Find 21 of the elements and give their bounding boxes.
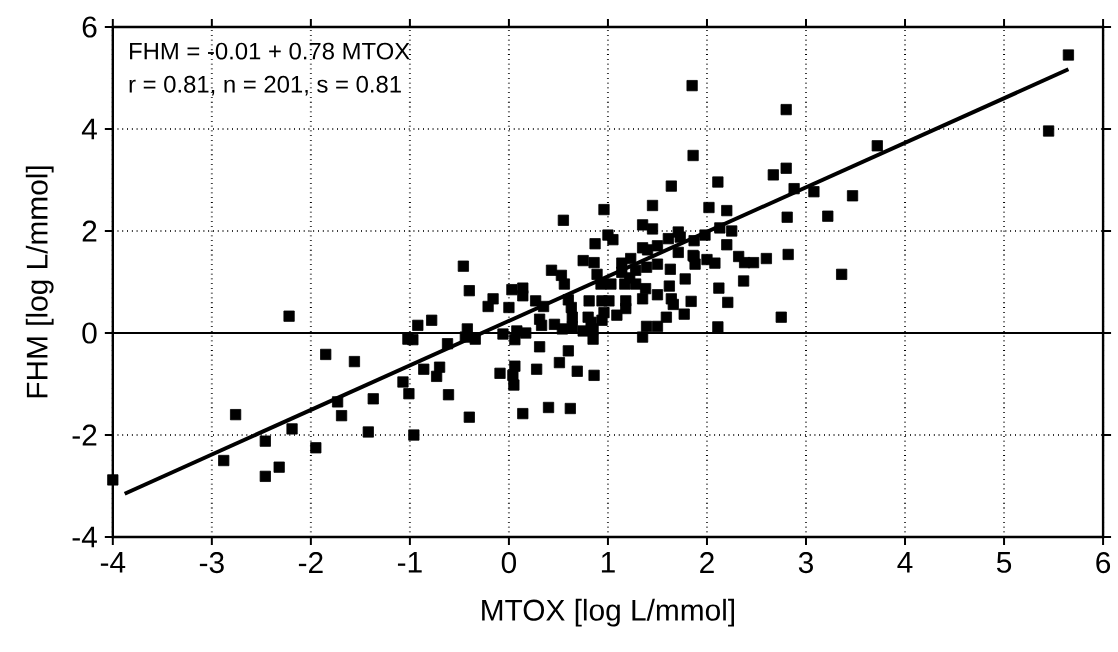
y-tick-label: 0 (82, 322, 97, 344)
x-axis-title: MTOX [log L/mmol] (482, 598, 734, 627)
x-tick-label: 1 (601, 552, 615, 573)
x-tick-label: 6 (1096, 552, 1111, 574)
x-tick-label: 4 (897, 552, 913, 573)
x-tick-label: -2 (298, 552, 323, 573)
x-tick-label: 0 (501, 552, 517, 574)
y-tick-label: -4 (72, 526, 97, 548)
y-axis-title: FHM [log L/mmol] (25, 166, 54, 398)
x-tick-label: 3 (798, 552, 813, 574)
x-tick-label: -3 (199, 552, 224, 574)
x-tick-label: 2 (700, 552, 714, 573)
y-tick-label: 2 (82, 220, 97, 242)
x-tick-label: -4 (100, 552, 126, 573)
x-tick-label: 5 (996, 552, 1012, 573)
x-tick-label: -1 (397, 552, 422, 573)
y-tick-label: 6 (82, 16, 97, 38)
y-tick-label: 4 (81, 118, 97, 140)
annotation: r = 0.81, n = 201, s = 0.81 (129, 75, 401, 96)
y-tick-label: -2 (72, 424, 97, 446)
annotation: FHM = -0.01 + 0.78 MTOX (130, 42, 410, 60)
